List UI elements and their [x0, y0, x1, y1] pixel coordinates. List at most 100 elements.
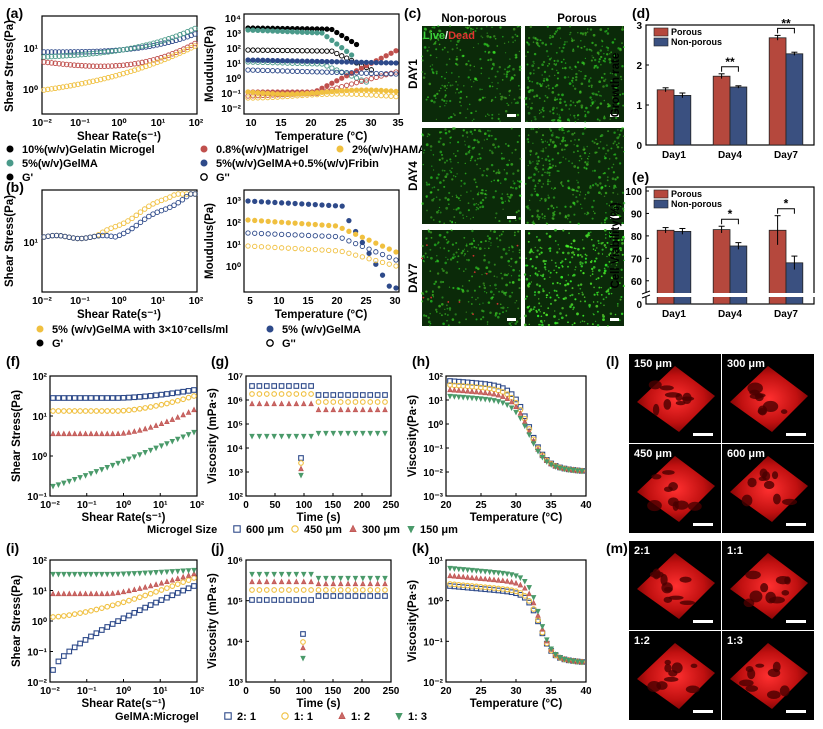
- data-point: [300, 383, 307, 389]
- cell-dot: [571, 76, 575, 80]
- cell-dot: [487, 59, 490, 62]
- data-point: [128, 45, 134, 52]
- data-point: [136, 594, 143, 601]
- cell-dot: [587, 80, 591, 83]
- cell-dot: [601, 40, 604, 43]
- cell-dot: [621, 42, 623, 45]
- cell-dot: [514, 322, 517, 325]
- cell-dot: [466, 289, 470, 293]
- tick-label: 100: [296, 686, 313, 697]
- cell-dot: [453, 216, 456, 218]
- data-point: [373, 92, 379, 98]
- data-point: [126, 587, 132, 594]
- tick-label: 10²: [189, 118, 204, 129]
- data-point: [116, 47, 123, 54]
- data-point: [265, 28, 271, 34]
- data-point: [526, 598, 533, 604]
- data-point: [265, 47, 271, 53]
- cell-dot: [618, 215, 622, 219]
- data-point: [153, 599, 159, 606]
- data-point: [358, 59, 365, 65]
- cell-dot: [492, 293, 495, 296]
- cell-dot: [507, 306, 509, 309]
- cell-dot: [430, 256, 433, 260]
- y-axis-label: Viscosity(Pa·s): [407, 580, 419, 662]
- cell-dot: [512, 251, 514, 253]
- cell-dot: [587, 158, 589, 160]
- data-point: [120, 458, 127, 465]
- data-point: [530, 599, 537, 606]
- legend-label: 300 μm: [362, 524, 400, 536]
- cell-dot: [465, 318, 467, 321]
- data-point: [67, 82, 74, 89]
- cell-dot: [606, 241, 609, 244]
- data-point: [374, 406, 381, 413]
- cell-dot: [448, 286, 451, 288]
- cell-dot: [455, 196, 458, 199]
- data-point: [367, 430, 374, 437]
- cell-dot: [620, 78, 623, 81]
- cell-dot: [622, 235, 625, 239]
- tick-label: 10⁰: [23, 85, 38, 96]
- data-point: [330, 392, 337, 398]
- dead-label: Dead: [448, 30, 475, 42]
- cell-dot: [596, 184, 599, 187]
- data-point: [478, 389, 484, 395]
- dead-cell-dot: [485, 272, 488, 275]
- cell-dot: [609, 234, 612, 238]
- cell-dot: [467, 146, 470, 148]
- cell-dot: [446, 84, 449, 87]
- cell-dot: [547, 323, 551, 327]
- data-point: [293, 400, 300, 407]
- cell-dot: [485, 115, 487, 117]
- cell-dot: [443, 185, 446, 188]
- data-point: [279, 68, 286, 74]
- cell-dot: [464, 140, 466, 142]
- cell-dot: [533, 69, 535, 71]
- data-point: [352, 240, 359, 247]
- data-point: [314, 30, 320, 36]
- tick-label: 150: [325, 686, 342, 697]
- cell-dot: [561, 67, 564, 70]
- cell-dot: [594, 249, 597, 252]
- data-point: [129, 215, 135, 222]
- live-dead-label: Live/Dead: [423, 30, 475, 42]
- cell-dot: [473, 138, 476, 142]
- data-point: [482, 389, 488, 396]
- cell-dot: [445, 159, 449, 162]
- category-label: Day7: [774, 150, 798, 161]
- data-point: [379, 251, 386, 258]
- cell-dot: [421, 291, 424, 295]
- cell-dot: [602, 85, 605, 88]
- data-point: [299, 48, 305, 54]
- data-point: [367, 575, 374, 582]
- cell-dot: [605, 153, 607, 155]
- data-point: [63, 61, 70, 68]
- cell-dot: [499, 239, 502, 242]
- data-point: [348, 59, 355, 65]
- cell-dot: [439, 211, 442, 214]
- data-point: [299, 29, 305, 35]
- pore: [651, 473, 662, 480]
- cell-dot: [518, 287, 521, 290]
- cell-dot: [585, 48, 589, 51]
- cell-dot: [590, 59, 593, 62]
- data-point: [136, 607, 143, 614]
- cell-dot: [554, 63, 557, 67]
- data-point: [233, 525, 241, 533]
- category-label: Day4: [718, 150, 742, 161]
- cell-dot: [459, 96, 462, 100]
- cell-dot: [477, 43, 479, 45]
- cell-dot: [586, 31, 589, 33]
- data-point: [98, 408, 105, 414]
- dead-cell-dot: [516, 244, 519, 247]
- cell-dot: [606, 149, 610, 152]
- tick-label: 100: [296, 500, 313, 511]
- cell-dot: [594, 182, 597, 185]
- data-point: [486, 397, 493, 404]
- cell-dot: [528, 323, 530, 326]
- data-point: [124, 69, 130, 76]
- data-point: [447, 565, 453, 572]
- cell-dot: [567, 214, 570, 217]
- cell-dot: [511, 321, 513, 323]
